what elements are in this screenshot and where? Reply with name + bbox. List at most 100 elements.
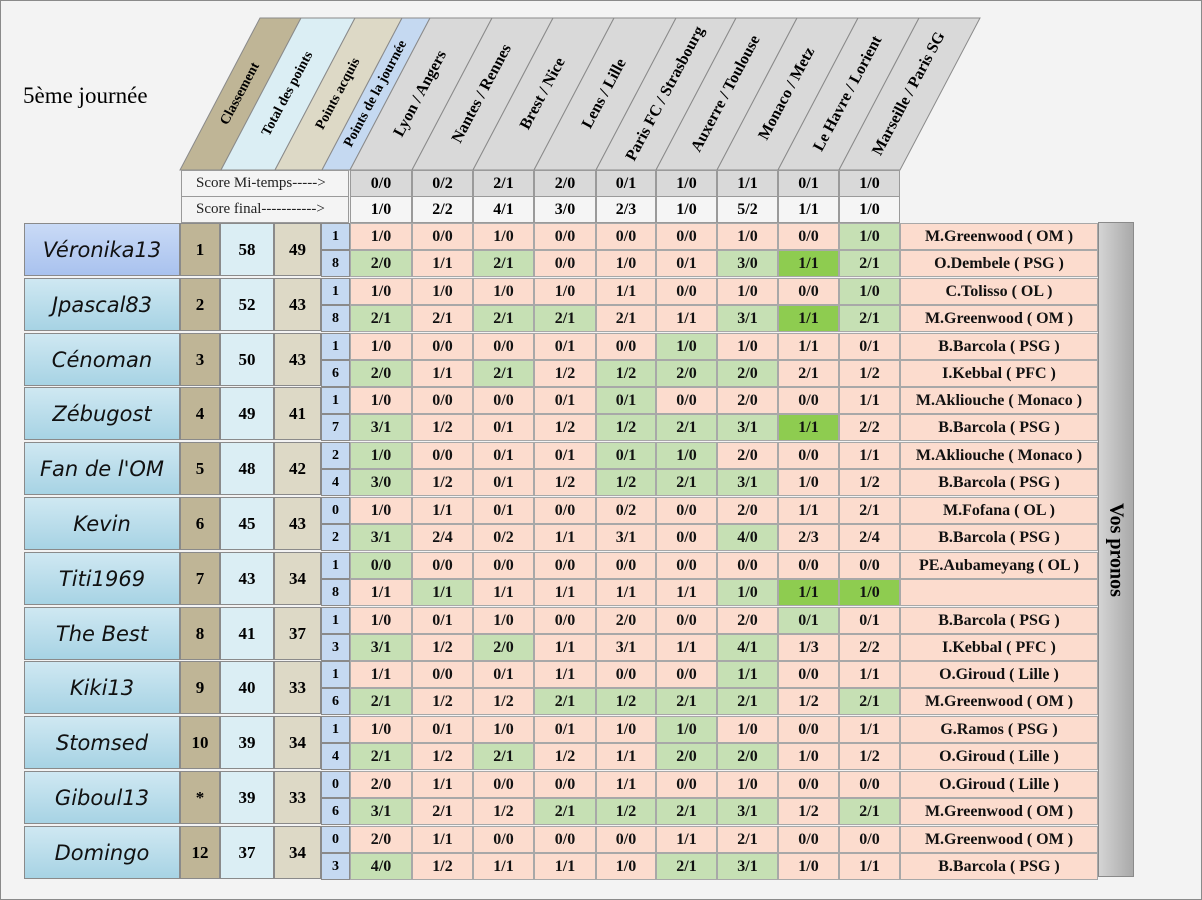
halftime-score: 0/0 bbox=[350, 170, 412, 197]
final-prediction: 1/1 bbox=[350, 579, 412, 606]
halftime-prediction: 0/1 bbox=[596, 387, 656, 414]
player-name: Giboul13 bbox=[24, 771, 180, 824]
final-score: 4/1 bbox=[473, 196, 534, 223]
halftime-prediction: 1/0 bbox=[473, 278, 534, 305]
halftime-prediction: 1/0 bbox=[350, 607, 412, 634]
player-rank: 6 bbox=[180, 497, 220, 550]
scorer-pick-1: B.Barcola ( PSG ) bbox=[900, 333, 1098, 360]
halftime-prediction: 0/0 bbox=[596, 826, 656, 853]
player-rank: 7 bbox=[180, 552, 220, 605]
halftime-prediction: 1/0 bbox=[596, 716, 656, 743]
halftime-prediction: 2/0 bbox=[717, 497, 778, 524]
halftime-prediction: 2/1 bbox=[717, 826, 778, 853]
final-prediction: 1/2 bbox=[473, 798, 534, 825]
player-name: Cénoman bbox=[24, 333, 180, 386]
final-prediction: 3/1 bbox=[596, 634, 656, 661]
halftime-prediction: 1/0 bbox=[473, 716, 534, 743]
halftime-prediction: 1/1 bbox=[350, 661, 412, 688]
final-prediction: 2/2 bbox=[839, 414, 900, 441]
player-points-halftime: 0 bbox=[321, 497, 350, 524]
player-points-final: 3 bbox=[321, 634, 350, 661]
scorer-pick-1: B.Barcola ( PSG ) bbox=[900, 607, 1098, 634]
final-prediction: 2/1 bbox=[839, 798, 900, 825]
final-prediction: 1/0 bbox=[596, 250, 656, 277]
final-prediction: 2/0 bbox=[717, 360, 778, 387]
scorer-pick-1: M.Akliouche ( Monaco ) bbox=[900, 387, 1098, 414]
player-rank: 1 bbox=[180, 223, 220, 276]
player-total-points: 39 bbox=[220, 771, 274, 824]
final-prediction: 2/0 bbox=[350, 250, 412, 277]
final-prediction: 1/2 bbox=[534, 414, 596, 441]
halftime-prediction: 2/0 bbox=[350, 771, 412, 798]
final-prediction: 3/1 bbox=[717, 469, 778, 496]
final-prediction: 1/2 bbox=[596, 360, 656, 387]
halftime-prediction: 1/1 bbox=[656, 826, 717, 853]
halftime-prediction: 0/0 bbox=[596, 661, 656, 688]
player-points-halftime: 2 bbox=[321, 442, 350, 469]
halftime-prediction: 0/1 bbox=[473, 442, 534, 469]
final-prediction: 3/1 bbox=[717, 798, 778, 825]
scorer-pick-1: M.Greenwood ( OM ) bbox=[900, 826, 1098, 853]
halftime-score: 1/0 bbox=[656, 170, 717, 197]
final-prediction: 1/1 bbox=[412, 360, 473, 387]
halftime-prediction: 1/0 bbox=[656, 442, 717, 469]
final-prediction: 3/0 bbox=[717, 250, 778, 277]
halftime-prediction: 0/0 bbox=[778, 223, 839, 250]
halftime-prediction: 0/1 bbox=[534, 442, 596, 469]
final-prediction: 2/1 bbox=[534, 305, 596, 332]
player-points-halftime: 1 bbox=[321, 716, 350, 743]
player-points-acquis: 34 bbox=[274, 552, 321, 605]
halftime-score: 2/0 bbox=[534, 170, 596, 197]
final-prediction: 2/1 bbox=[778, 360, 839, 387]
player-rank: 5 bbox=[180, 442, 220, 495]
player-points-halftime: 1 bbox=[321, 661, 350, 688]
player-points-halftime: 1 bbox=[321, 223, 350, 250]
halftime-prediction: 1/1 bbox=[839, 442, 900, 469]
final-prediction: 2/1 bbox=[534, 798, 596, 825]
final-score: 2/3 bbox=[596, 196, 656, 223]
final-prediction: 2/1 bbox=[656, 414, 717, 441]
halftime-prediction: 1/0 bbox=[717, 333, 778, 360]
halftime-prediction: 1/1 bbox=[717, 661, 778, 688]
player-total-points: 52 bbox=[220, 278, 274, 331]
halftime-score: 0/2 bbox=[412, 170, 473, 197]
halftime-prediction: 2/0 bbox=[717, 442, 778, 469]
player-points-halftime: 1 bbox=[321, 552, 350, 579]
player-points-acquis: 37 bbox=[274, 607, 321, 660]
final-prediction: 1/1 bbox=[656, 579, 717, 606]
player-total-points: 40 bbox=[220, 661, 274, 714]
final-prediction: 3/1 bbox=[350, 634, 412, 661]
player-name: Jpascal83 bbox=[24, 278, 180, 331]
player-name: Stomsed bbox=[24, 716, 180, 769]
final-score-label: Score final-----------> bbox=[181, 196, 349, 223]
final-prediction: 0/1 bbox=[473, 469, 534, 496]
halftime-prediction: 1/0 bbox=[656, 716, 717, 743]
halftime-prediction: 2/0 bbox=[717, 607, 778, 634]
halftime-prediction: 0/0 bbox=[534, 607, 596, 634]
halftime-prediction: 1/1 bbox=[534, 661, 596, 688]
halftime-prediction: 0/0 bbox=[778, 552, 839, 579]
final-prediction: 0/0 bbox=[534, 250, 596, 277]
player-name: Kevin bbox=[24, 497, 180, 550]
halftime-prediction: 1/0 bbox=[350, 278, 412, 305]
halftime-prediction: 1/1 bbox=[839, 716, 900, 743]
player-total-points: 58 bbox=[220, 223, 274, 276]
halftime-prediction: 1/0 bbox=[717, 278, 778, 305]
halftime-prediction: 0/0 bbox=[717, 552, 778, 579]
final-prediction: 1/2 bbox=[412, 414, 473, 441]
final-prediction: 2/4 bbox=[839, 524, 900, 551]
scorer-pick-2: B.Barcola ( PSG ) bbox=[900, 524, 1098, 551]
final-prediction: 1/1 bbox=[596, 743, 656, 770]
final-prediction: 2/1 bbox=[656, 853, 717, 880]
halftime-prediction: 1/1 bbox=[412, 497, 473, 524]
final-prediction: 2/1 bbox=[350, 305, 412, 332]
final-prediction: 1/2 bbox=[412, 743, 473, 770]
player-rank: 9 bbox=[180, 661, 220, 714]
final-prediction: 1/2 bbox=[778, 688, 839, 715]
final-prediction: 1/2 bbox=[412, 469, 473, 496]
halftime-prediction: 0/0 bbox=[596, 223, 656, 250]
halftime-prediction: 0/0 bbox=[534, 497, 596, 524]
player-total-points: 48 bbox=[220, 442, 274, 495]
scorer-pick-1: M.Akliouche ( Monaco ) bbox=[900, 442, 1098, 469]
